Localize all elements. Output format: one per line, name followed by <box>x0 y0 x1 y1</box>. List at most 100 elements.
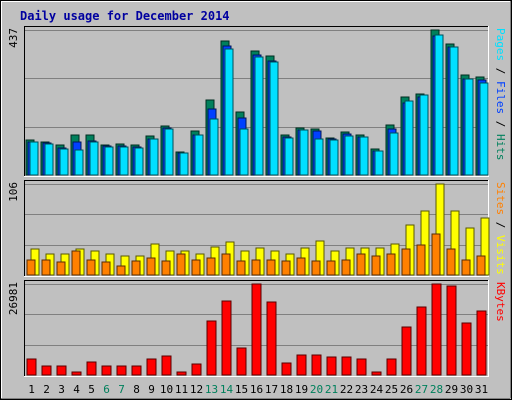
bar-sites-day-14 <box>221 253 231 276</box>
x-tick-label-day-28: 28 <box>430 383 443 396</box>
bar-kbytes-day-23 <box>356 358 367 376</box>
bar-sites-day-11 <box>176 253 186 276</box>
bar-pages-day-28 <box>434 34 444 176</box>
bar-kbytes-day-28 <box>431 283 442 376</box>
bar-sites-day-16 <box>251 259 261 276</box>
bar-sites-day-26 <box>401 248 411 276</box>
x-tick-label-day-18: 18 <box>280 383 293 396</box>
legend-kbytes: KBytes <box>494 282 507 322</box>
bar-pages-day-10 <box>164 128 174 176</box>
bar-pages-day-17 <box>269 61 279 176</box>
bar-kbytes-day-31 <box>476 310 487 376</box>
x-tick-label-day-3: 3 <box>58 383 65 396</box>
bar-sites-day-8 <box>131 260 141 276</box>
x-tick-label-day-17: 17 <box>265 383 278 396</box>
x-tick-label-day-13: 13 <box>205 383 218 396</box>
bar-kbytes-day-5 <box>86 361 97 376</box>
bar-pages-day-29 <box>449 46 459 176</box>
bar-sites-day-7 <box>116 265 126 276</box>
bar-kbytes-day-1 <box>26 358 37 376</box>
bar-sites-day-5 <box>86 259 96 276</box>
bar-pages-day-19 <box>299 129 309 176</box>
bar-sites-day-22 <box>341 259 351 276</box>
bar-pages-day-5 <box>89 141 99 176</box>
panel-kbytes: 26981 KBytes <box>7 280 507 377</box>
bar-pages-day-22 <box>344 135 354 176</box>
bar-sites-day-2 <box>41 259 51 276</box>
bar-sites-day-25 <box>386 253 396 276</box>
bar-pages-day-25 <box>389 132 399 176</box>
bar-sites-day-24 <box>371 255 381 276</box>
bar-pages-day-15 <box>239 128 249 176</box>
x-tick-label-day-6: 6 <box>103 383 110 396</box>
bar-kbytes-day-3 <box>56 365 67 376</box>
bar-kbytes-day-30 <box>461 322 472 376</box>
bar-pages-day-27 <box>419 94 429 176</box>
x-tick-label-day-10: 10 <box>160 383 173 396</box>
bar-kbytes-day-24 <box>371 371 382 376</box>
y-max-label: 26981 <box>7 282 20 315</box>
bar-kbytes-day-21 <box>326 356 337 376</box>
bar-kbytes-day-9 <box>146 358 157 376</box>
x-tick-label-day-31: 31 <box>475 383 488 396</box>
bar-kbytes-day-14 <box>221 300 232 376</box>
bar-sites-day-20 <box>311 260 321 276</box>
bar-sites-day-10 <box>161 260 171 276</box>
x-tick-label-day-4: 4 <box>73 383 80 396</box>
legend-item-kbytes: KBytes <box>494 282 507 322</box>
x-tick-label-day-25: 25 <box>385 383 398 396</box>
bar-pages-day-23 <box>359 136 369 176</box>
y-max-label: 437 <box>7 28 20 48</box>
panel-hits-files-pages: 437 Pages / Files / Hits <box>7 26 507 177</box>
bar-kbytes-day-25 <box>386 358 397 376</box>
bar-pages-day-20 <box>314 138 324 176</box>
legend-separator: / <box>494 61 507 81</box>
x-tick-label-day-26: 26 <box>400 383 413 396</box>
x-tick-label-day-16: 16 <box>250 383 263 396</box>
bar-sites-day-18 <box>281 260 291 276</box>
bar-sites-day-28 <box>431 233 441 276</box>
y-max-label: 106 <box>7 182 20 202</box>
x-tick-label-day-8: 8 <box>133 383 140 396</box>
bar-kbytes-day-2 <box>41 365 52 376</box>
bar-kbytes-day-13 <box>206 320 217 376</box>
bar-pages-day-18 <box>284 137 294 176</box>
x-tick-label-day-30: 30 <box>460 383 473 396</box>
legend-separator: / <box>494 215 507 235</box>
bar-kbytes-day-19 <box>296 354 307 376</box>
bar-sites-day-12 <box>191 259 201 276</box>
bar-kbytes-day-12 <box>191 363 202 376</box>
bar-pages-day-13 <box>209 118 219 176</box>
bar-kbytes-day-15 <box>236 347 247 376</box>
bar-kbytes-day-29 <box>446 285 457 376</box>
legend-visits-sites: Sites / Visits <box>494 182 507 275</box>
bar-pages-day-3 <box>59 148 69 176</box>
bar-sites-day-13 <box>206 257 216 276</box>
bar-sites-day-27 <box>416 244 426 276</box>
bar-sites-day-19 <box>296 257 306 276</box>
bar-sites-day-4 <box>71 250 81 276</box>
bar-kbytes-day-18 <box>281 362 292 376</box>
panel-visits-sites: 106 Sites / Visits <box>7 180 507 277</box>
bar-kbytes-day-17 <box>266 301 277 376</box>
bar-pages-day-16 <box>254 56 264 176</box>
bar-pages-day-14 <box>224 48 234 176</box>
bar-pages-day-9 <box>149 138 159 176</box>
bar-kbytes-day-27 <box>416 306 427 376</box>
bar-kbytes-day-10 <box>161 355 172 376</box>
x-tick-label-day-29: 29 <box>445 383 458 396</box>
bar-sites-day-6 <box>101 261 111 276</box>
bar-pages-day-1 <box>29 141 39 176</box>
bar-sites-day-23 <box>356 253 366 276</box>
bar-pages-day-26 <box>404 100 414 176</box>
bar-kbytes-day-11 <box>176 371 187 376</box>
legend-item-hits: Hits <box>494 134 507 161</box>
bar-pages-day-12 <box>194 134 204 176</box>
x-tick-label-day-11: 11 <box>175 383 188 396</box>
x-tick-label-day-24: 24 <box>370 383 384 396</box>
chart-title: Daily usage for December 2014 <box>20 9 230 23</box>
bar-pages-day-2 <box>44 143 54 176</box>
x-tick-label-day-14: 14 <box>220 383 234 396</box>
